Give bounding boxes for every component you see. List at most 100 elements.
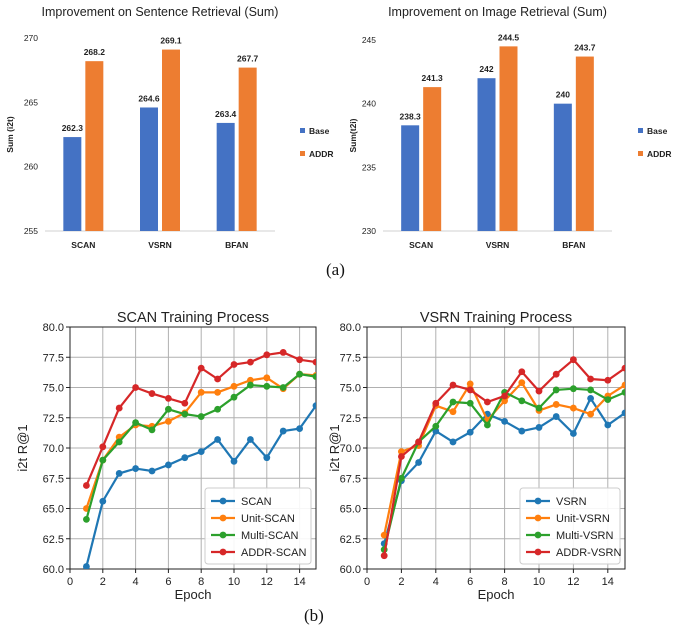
x-tick-label: 8 bbox=[502, 576, 508, 588]
data-point bbox=[99, 443, 107, 451]
y-tick-label: 72.5 bbox=[340, 413, 361, 425]
bar-base-bfan bbox=[216, 122, 235, 231]
data-point bbox=[621, 364, 625, 372]
data-point bbox=[296, 370, 303, 378]
data-point bbox=[380, 552, 388, 560]
data-point bbox=[587, 386, 594, 394]
legend-marker bbox=[534, 531, 542, 539]
data-point bbox=[214, 436, 222, 443]
data-point bbox=[432, 422, 440, 430]
data-point bbox=[449, 408, 457, 416]
x-tick-label: 2 bbox=[398, 576, 404, 588]
y-axis-label: i2t R@1 bbox=[327, 424, 342, 471]
data-point bbox=[181, 454, 189, 462]
bar-base-scan bbox=[401, 125, 420, 231]
data-point bbox=[214, 388, 222, 396]
bar-addr-scan bbox=[85, 61, 104, 231]
data-label: 243.7 bbox=[574, 43, 596, 53]
legend-label: ADDR bbox=[647, 149, 672, 159]
chart-title: VSRN Training Process bbox=[420, 310, 572, 326]
y-tick-label: 65.0 bbox=[43, 504, 64, 516]
legend-label: Multi-SCAN bbox=[241, 530, 299, 542]
sentence-retrieval-bar-chart: Improvement on Sentence Retrieval (Sum) S… bbox=[5, 5, 334, 250]
legend-label: Unit-SCAN bbox=[241, 513, 295, 525]
data-point bbox=[432, 427, 440, 435]
data-point bbox=[247, 376, 254, 384]
data-point bbox=[535, 404, 543, 412]
data-label: 267.7 bbox=[237, 54, 259, 64]
legend-marker bbox=[219, 548, 227, 556]
plot-frame bbox=[69, 326, 317, 570]
x-tick-label: 12 bbox=[567, 576, 579, 588]
legend-swatch bbox=[300, 128, 305, 133]
data-point bbox=[132, 419, 140, 426]
bar-addr-scan bbox=[423, 87, 442, 231]
data-point bbox=[415, 438, 422, 446]
y-tick-label: 67.5 bbox=[43, 473, 64, 485]
y-axis-label: i2t R@1 bbox=[15, 424, 30, 471]
data-point bbox=[230, 393, 238, 401]
y-tick-label: 60.0 bbox=[340, 564, 361, 576]
data-point bbox=[535, 424, 543, 431]
legend-marker bbox=[534, 497, 542, 505]
data-point bbox=[604, 421, 612, 429]
data-point bbox=[449, 398, 457, 406]
scan-training-line-chart: SCAN Training Process 60.0 62.5 65.0 67.5 70.… bbox=[15, 310, 317, 602]
data-point bbox=[115, 470, 123, 477]
x-tick-label: 12 bbox=[261, 576, 273, 588]
x-tick-label: BFAN bbox=[225, 240, 248, 250]
data-label: 269.1 bbox=[160, 36, 182, 46]
legend-label: ADDR bbox=[309, 149, 334, 159]
data-point bbox=[604, 396, 612, 403]
x-tick-label: 0 bbox=[364, 576, 370, 588]
bar-addr-bfan bbox=[238, 67, 257, 232]
x-tick-label: 10 bbox=[228, 576, 240, 588]
data-point bbox=[230, 457, 238, 465]
data-point bbox=[247, 358, 254, 366]
y-tick-label: 77.5 bbox=[43, 352, 64, 364]
chart-title: Improvement on Image Retrieval (Sum) bbox=[388, 5, 607, 19]
data-point bbox=[466, 380, 474, 388]
data-point bbox=[165, 394, 172, 402]
data-point bbox=[83, 482, 90, 489]
data-point bbox=[99, 497, 107, 505]
x-tick-label: 0 bbox=[67, 576, 73, 588]
legend-label: ADDR-SCAN bbox=[241, 547, 306, 559]
x-tick-label: 2 bbox=[100, 576, 106, 588]
data-point bbox=[535, 387, 543, 395]
data-point bbox=[604, 376, 612, 384]
data-point bbox=[570, 404, 577, 412]
data-point bbox=[380, 531, 388, 539]
data-point bbox=[621, 409, 625, 417]
legend-label: ADDR-VSRN bbox=[556, 547, 621, 559]
data-point bbox=[621, 388, 625, 396]
bar-addr-vsrn bbox=[499, 46, 518, 231]
bar-addr-vsrn bbox=[162, 49, 180, 231]
data-point bbox=[165, 405, 172, 413]
data-point bbox=[279, 384, 287, 391]
x-tick-label: 8 bbox=[198, 576, 204, 588]
data-point bbox=[165, 461, 172, 469]
x-tick-label: 6 bbox=[165, 576, 171, 588]
y-tick-label: 67.5 bbox=[340, 473, 361, 485]
legend-box bbox=[204, 487, 312, 565]
legend-label: Multi-VSRN bbox=[556, 530, 614, 542]
x-tick-label: 10 bbox=[533, 576, 545, 588]
data-point bbox=[214, 375, 222, 383]
legend-marker bbox=[219, 531, 227, 539]
data-point bbox=[587, 394, 594, 402]
legend-label: Base bbox=[309, 126, 330, 136]
vsrn-training-line-chart: VSRN Training Process 60.0 62.5 65.0 67.5 70.… bbox=[327, 310, 626, 602]
data-point bbox=[518, 368, 526, 376]
chart-title: SCAN Training Process bbox=[117, 310, 269, 326]
x-tick-label: 4 bbox=[133, 576, 139, 588]
x-tick-label: 4 bbox=[433, 576, 439, 588]
data-point bbox=[449, 438, 457, 446]
data-label: 240 bbox=[556, 90, 570, 100]
data-point bbox=[197, 364, 205, 372]
legend-label: Base bbox=[647, 126, 668, 136]
data-label: 238.3 bbox=[400, 111, 422, 121]
legend-marker bbox=[219, 514, 227, 522]
data-label: 264.6 bbox=[138, 93, 160, 103]
data-point bbox=[279, 349, 287, 356]
